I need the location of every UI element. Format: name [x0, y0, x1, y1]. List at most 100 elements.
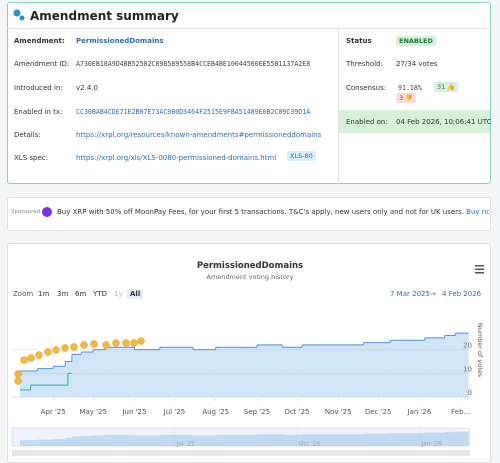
row-label: Amendment ID:	[14, 60, 70, 68]
area-step	[37, 368, 54, 397]
chart-title: PermissionedDomains	[196, 261, 304, 271]
row-value: v2.4.0	[76, 84, 98, 92]
y-tick-label: 10	[463, 365, 472, 373]
range-from[interactable]: 7 Mar 2025	[390, 290, 430, 298]
area-step	[363, 342, 391, 397]
area-step	[464, 333, 469, 397]
area-step	[256, 344, 283, 397]
navigator-step	[19, 440, 38, 446]
zoom-button[interactable]: All	[127, 289, 144, 299]
navigator-step	[65, 438, 72, 446]
vote-icons	[14, 337, 145, 385]
area-step	[302, 344, 339, 397]
navigator-step	[159, 434, 194, 446]
zoom-label: Zoom	[13, 290, 34, 298]
ad-link[interactable]: Buy now on MoonPay →	[466, 208, 489, 216]
x-tick-label: Apr '25	[41, 408, 66, 416]
zoom-button[interactable]: 1m	[38, 290, 50, 298]
xls-badge[interactable]: XLS-80	[287, 151, 316, 161]
area-step	[444, 335, 456, 397]
ad-card	[7, 197, 491, 231]
navigator-tick-label: Jan '26	[420, 441, 442, 448]
x-tick-label: May '25	[79, 408, 107, 416]
row-value[interactable]: https://xrpl.org/xls/XLS-0080-permission…	[76, 154, 277, 162]
row-label: Introduced in:	[14, 84, 63, 92]
navigator-tick-label: Oct '25	[299, 441, 321, 448]
zoom-button[interactable]: 3m	[57, 290, 69, 298]
area-step	[71, 354, 82, 397]
row-label: Details:	[14, 131, 41, 139]
consensus-value: 91.18%	[398, 84, 422, 92]
navigator-step	[282, 434, 303, 446]
area-step	[455, 333, 465, 397]
navigator-step	[338, 434, 364, 446]
x-tick-label: Jul '25	[163, 408, 186, 416]
area-step	[134, 349, 160, 397]
area-step	[19, 370, 38, 397]
navigator-step	[455, 431, 465, 446]
y-tick-label: 0	[468, 389, 472, 397]
consensus-label: Consensus:	[346, 84, 387, 92]
navigator-step	[302, 434, 339, 446]
chart: Number of votes 0 10 20 Apr '25 May '25 Jun '…	[11, 323, 484, 456]
area-step	[390, 340, 425, 397]
area-step	[282, 347, 303, 397]
area-step	[93, 349, 106, 397]
y-tick-label: 20	[463, 342, 472, 350]
threshold-label: Threshold:	[346, 60, 383, 68]
area-step	[241, 347, 257, 397]
navigator-step	[93, 435, 106, 446]
status-badge: ENABLED	[396, 36, 436, 46]
area-step	[159, 347, 194, 397]
threshold-value: 27/34 votes	[396, 60, 438, 68]
area-step	[105, 347, 135, 397]
range-to[interactable]: 4 Feb 2026	[442, 290, 482, 298]
area-step	[338, 344, 364, 397]
enabled-value: 04 Feb 2026, 10:06:41 UTC	[396, 118, 492, 126]
x-tick-label: Jun '25	[121, 408, 146, 416]
row-label: XLS spec:	[14, 154, 48, 162]
chart-subtitle: Amendment voting history	[206, 273, 294, 281]
x-tick-label: Feb...	[451, 408, 470, 416]
divider	[338, 28, 339, 184]
row-label: Enabled in tx:	[14, 108, 63, 116]
enabled-row	[339, 110, 490, 133]
enabled-label: Enabled on:	[346, 118, 388, 126]
range-arrow: →	[430, 290, 436, 298]
x-tick-label: Dec '25	[365, 408, 392, 416]
divider	[7, 28, 491, 29]
zoom-button[interactable]: 6m	[75, 290, 87, 298]
area-step	[53, 366, 66, 397]
chart-card	[7, 243, 491, 463]
navigator	[11, 427, 471, 447]
ad-copy: Buy XRP with 50% off MoonPay Fees, for y…	[57, 208, 464, 216]
navigator-step	[390, 433, 425, 446]
y-axis-label: Number of votes	[476, 323, 484, 378]
ad-sponsored: Sponsored	[11, 209, 41, 215]
navigator-step	[363, 433, 391, 446]
x-tick-label: Jan '26	[406, 408, 431, 416]
navigator-step	[444, 432, 456, 446]
ad-logo	[42, 207, 52, 217]
navigator-step	[424, 432, 445, 446]
scrollbar[interactable]	[12, 450, 470, 456]
row-value[interactable]: PermissionedDomains	[76, 37, 164, 45]
menu-icon[interactable]	[475, 265, 485, 274]
area-step	[193, 349, 216, 397]
row-value[interactable]: https://xrpl.org/resources/known-amendme…	[76, 131, 322, 139]
x-tick-label: Oct '25	[284, 408, 309, 416]
row-value[interactable]: CC30BAB4CDE71E2B07E73AC980D3464F2515E9FB…	[76, 108, 311, 116]
area-step	[424, 337, 445, 397]
gear-icon	[13, 9, 25, 21]
navigator-step	[53, 439, 66, 446]
zoom-button[interactable]: 1y	[114, 290, 123, 298]
x-tick-label: Aug '25	[202, 408, 229, 416]
navigator-step	[464, 431, 469, 446]
area-step	[81, 352, 94, 397]
status-label: Status	[346, 37, 372, 45]
zoom-button[interactable]: YTD	[93, 290, 107, 298]
navigator-step	[81, 435, 94, 446]
navigator-step	[256, 434, 283, 446]
navigator-step	[37, 439, 54, 446]
